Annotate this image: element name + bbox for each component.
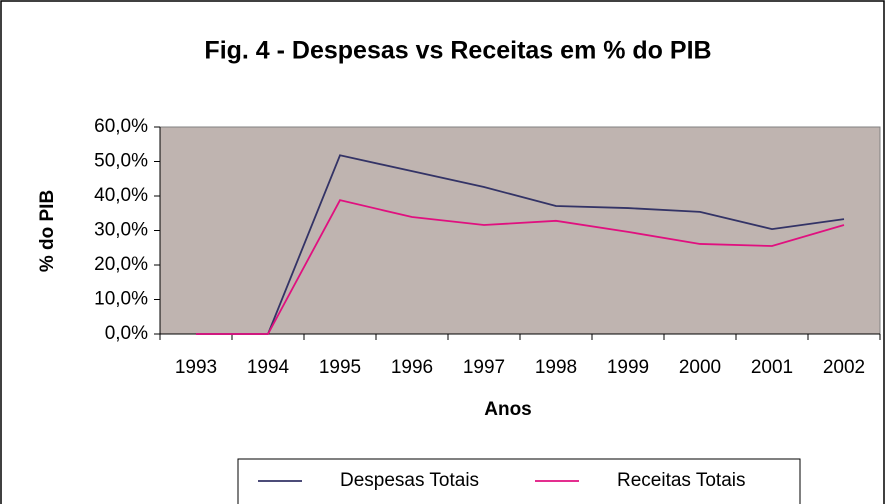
x-tick-label: 2002 xyxy=(823,357,865,378)
series-line xyxy=(196,199,845,335)
y-axis-label: % do PIB xyxy=(37,190,58,272)
series-line xyxy=(196,154,845,335)
chart-title: Fig. 4 - Despesas vs Receitas em % do PI… xyxy=(204,37,711,65)
y-tick-label: 30,0% xyxy=(94,220,148,241)
y-tick-label: 60,0% xyxy=(94,116,148,137)
x-tick-label: 1997 xyxy=(463,357,505,378)
x-tick-label: 1994 xyxy=(247,357,290,378)
plot-area xyxy=(159,126,881,335)
legend-label: Despesas Totais xyxy=(340,470,479,491)
y-tick-label: 50,0% xyxy=(94,151,148,172)
legend-label: Receitas Totais xyxy=(617,470,746,491)
x-tick-label: 1993 xyxy=(175,357,217,378)
y-tick-label: 10,0% xyxy=(94,289,148,310)
y-tick-label: 0,0% xyxy=(105,323,148,344)
x-tick-label: 1998 xyxy=(535,357,577,378)
y-tick-label: 40,0% xyxy=(94,185,148,206)
x-tick-label: 1995 xyxy=(319,357,361,378)
x-tick-label: 2000 xyxy=(679,357,721,378)
x-tick-label: 1996 xyxy=(391,357,433,378)
x-tick-label: 2001 xyxy=(751,357,793,378)
x-axis-label: Anos xyxy=(484,399,532,420)
x-tick-label: 1999 xyxy=(607,357,649,378)
legend-box xyxy=(237,458,801,504)
y-tick-label: 20,0% xyxy=(94,254,148,275)
